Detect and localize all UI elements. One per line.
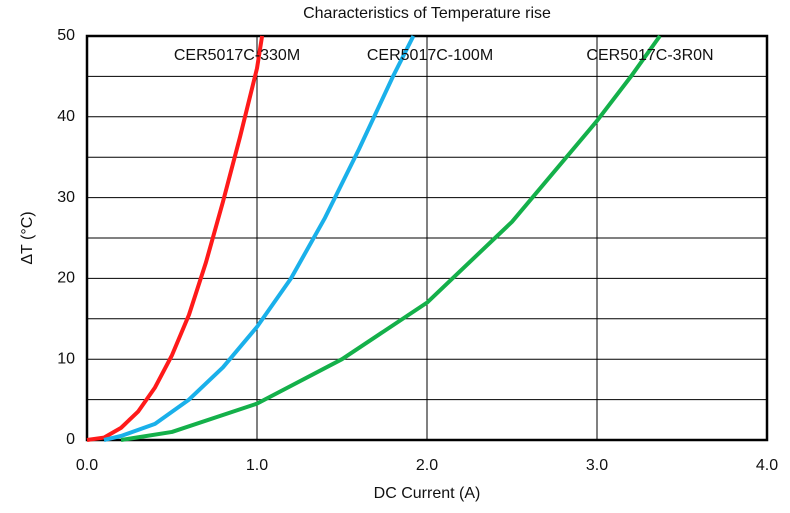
x-tick-label: 0.0 xyxy=(76,457,98,474)
data-line xyxy=(103,35,416,442)
x-tick-label: 2.0 xyxy=(416,457,438,474)
y-tick-label: 20 xyxy=(57,270,75,287)
series-label: CER5017C-100M xyxy=(367,47,493,64)
x-tick-label: 1.0 xyxy=(246,457,268,474)
y-axis-label: ΔT (°C) xyxy=(19,211,36,264)
plot-frame xyxy=(85,34,769,442)
series-label: CER5017C-3R0N xyxy=(586,47,713,64)
data-line xyxy=(86,35,265,442)
data-line xyxy=(120,34,662,442)
x-tick-label: 3.0 xyxy=(586,457,608,474)
y-tick-label: 40 xyxy=(57,108,75,125)
chart-title: Characteristics of Temperature rise xyxy=(303,5,551,22)
x-axis-label: DC Current (A) xyxy=(374,485,481,502)
y-tick-label: 10 xyxy=(57,350,75,367)
y-tick-label: 50 xyxy=(57,27,75,44)
x-tick-label: 4.0 xyxy=(756,457,778,474)
y-tick-label: 30 xyxy=(57,189,75,206)
series-label: CER5017C-330M xyxy=(174,47,300,64)
y-tick-label: 0 xyxy=(66,431,75,448)
